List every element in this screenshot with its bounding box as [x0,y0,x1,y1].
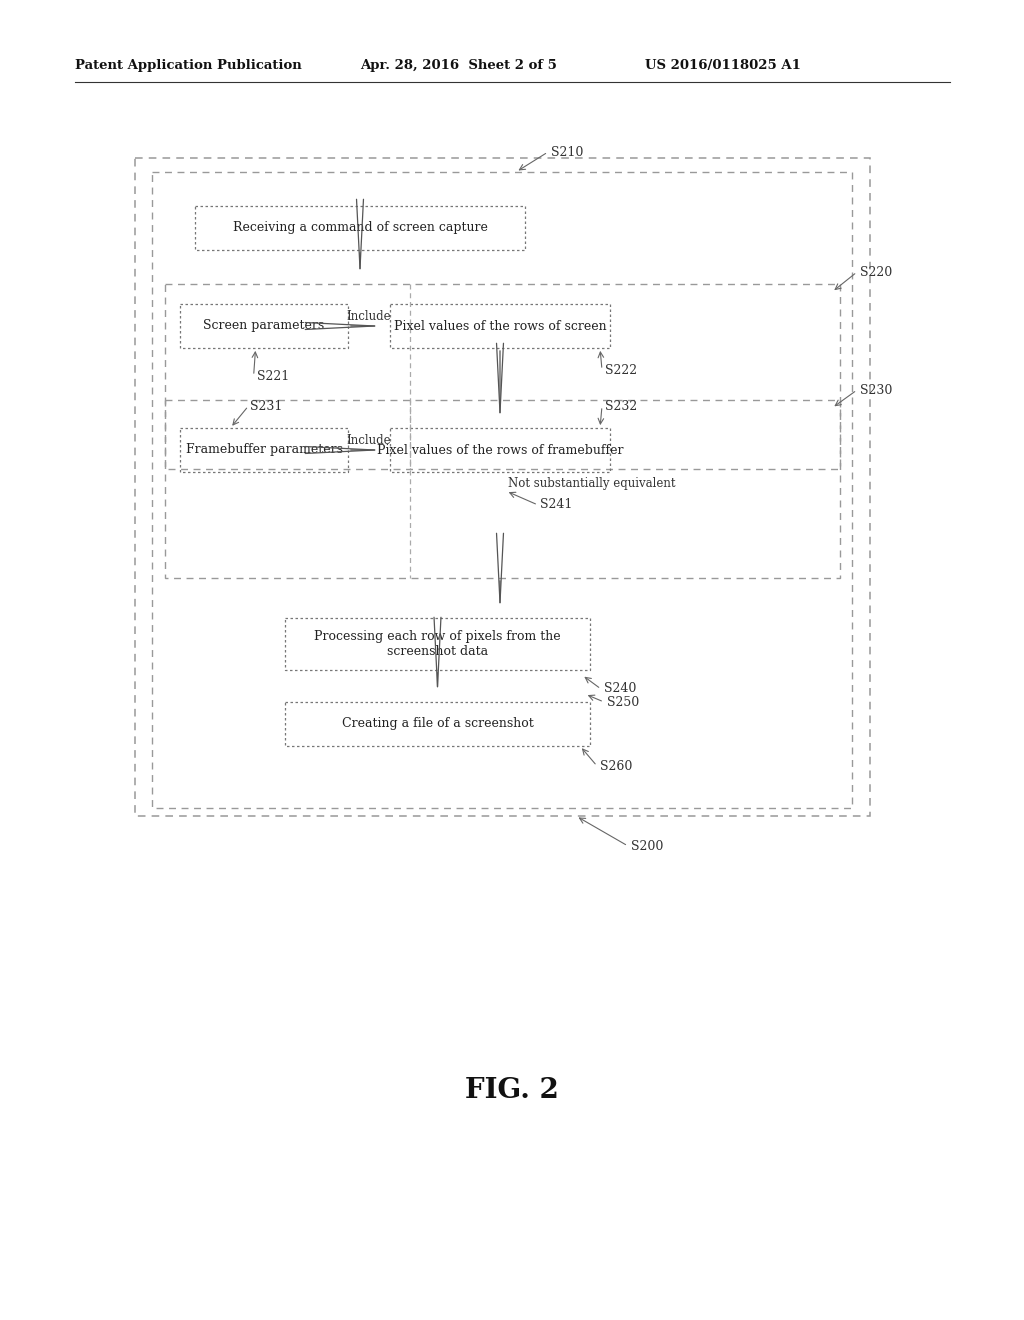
Bar [285,702,590,746]
Text: S231: S231 [251,400,283,412]
Bar [180,428,348,473]
Text: Apr. 28, 2016  Sheet 2 of 5: Apr. 28, 2016 Sheet 2 of 5 [360,58,557,71]
Text: S250: S250 [607,696,639,709]
Bar [390,428,610,473]
Text: S260: S260 [600,759,633,772]
Text: S222: S222 [605,363,637,376]
Bar [165,284,840,469]
Bar [165,400,840,578]
Text: Pixel values of the rows of screen: Pixel values of the rows of screen [393,319,606,333]
Bar [195,206,525,249]
Text: S210: S210 [551,145,584,158]
Bar [152,172,852,808]
Text: S230: S230 [860,384,892,396]
Text: Include: Include [347,433,391,446]
Bar [390,304,610,348]
Bar [135,158,870,816]
Text: Patent Application Publication: Patent Application Publication [75,58,302,71]
Text: Pixel values of the rows of framebuffer: Pixel values of the rows of framebuffer [377,444,624,457]
Text: Include: Include [347,309,391,322]
Text: US 2016/0118025 A1: US 2016/0118025 A1 [645,58,801,71]
Bar [180,304,348,348]
Text: Receiving a command of screen capture: Receiving a command of screen capture [232,222,487,235]
Text: Screen parameters: Screen parameters [204,319,325,333]
Text: Processing each row of pixels from the
screenshot data: Processing each row of pixels from the s… [314,630,561,657]
Bar [285,618,590,671]
Text: S200: S200 [631,840,664,853]
Text: S232: S232 [605,400,637,412]
Text: FIG. 2: FIG. 2 [465,1077,559,1104]
Text: S221: S221 [257,370,289,383]
Text: S220: S220 [860,265,892,279]
Text: S241: S241 [540,499,572,511]
Text: Not substantially equivalent: Not substantially equivalent [508,477,676,490]
Text: Creating a file of a screenshot: Creating a file of a screenshot [342,718,534,730]
Text: Framebuffer parameters: Framebuffer parameters [185,444,342,457]
Text: S240: S240 [604,682,636,696]
